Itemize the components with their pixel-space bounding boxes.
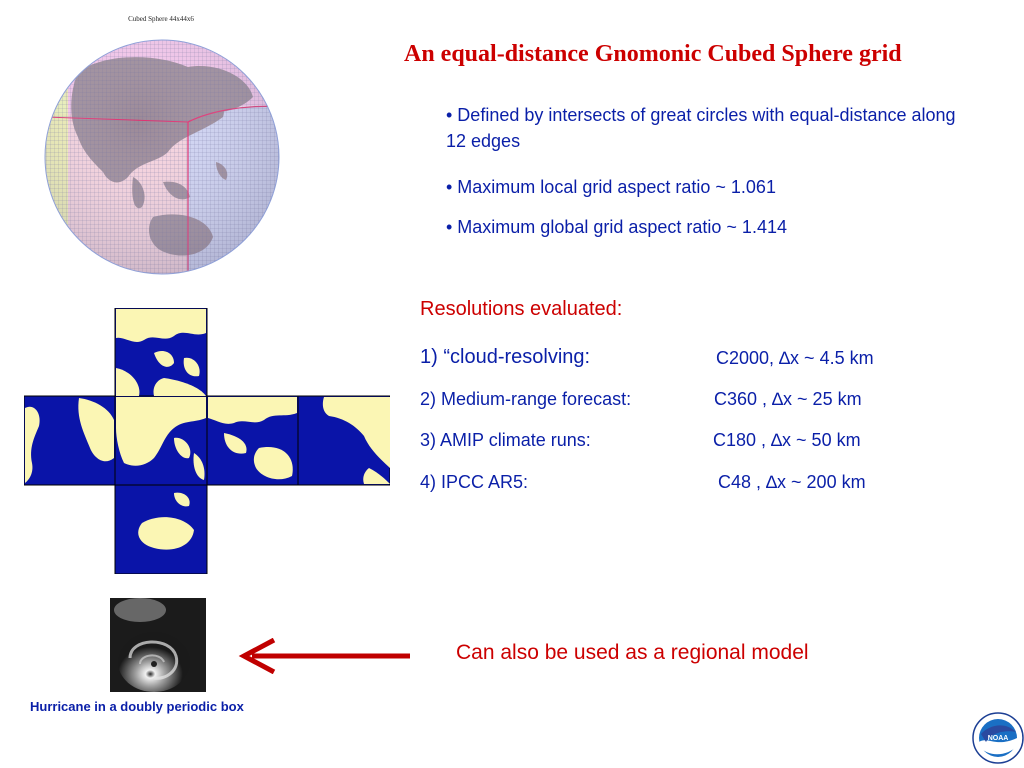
- resolution-value: C360 , ∆x ~ 25 km: [714, 389, 862, 409]
- globe-graphic: [44, 39, 280, 275]
- resolution-name: 4) IPCC AR5:: [420, 472, 529, 492]
- resolution-value: C48 , ∆x ~ 200 km: [718, 472, 866, 492]
- bullet-global-aspect-ratio: • Maximum global grid aspect ratio ~ 1.4…: [446, 217, 787, 237]
- resolution-value: C180 , ∆x ~ 50 km: [713, 430, 861, 450]
- hurricane-caption: Hurricane in a doubly periodic box: [30, 699, 244, 714]
- slide-title: An equal-distance Gnomonic Cubed Sphere …: [404, 41, 902, 67]
- resolution-name: 2) Medium-range forecast:: [420, 389, 632, 409]
- resolution-value: C2000, ∆x ~ 4.5 km: [716, 348, 874, 368]
- hurricane-image: [110, 598, 206, 692]
- noaa-logo-icon: NOAA: [972, 712, 1024, 764]
- bullet-local-aspect-ratio: • Maximum local grid aspect ratio ~ 1.06…: [446, 177, 776, 197]
- left-arrow-icon: [238, 638, 410, 674]
- noaa-logo-text: NOAA: [988, 735, 1009, 742]
- resolution-name: 3) AMIP climate runs:: [420, 430, 591, 450]
- bullet-definition: • Defined by intersects of great circles…: [446, 105, 956, 151]
- resolutions-heading: Resolutions evaluated:: [420, 298, 623, 320]
- cubed-sphere-globe-image: Cubed Sphere 44x44x6: [38, 12, 284, 280]
- globe-title: Cubed Sphere 44x44x6: [128, 15, 194, 23]
- resolution-name: 1) “cloud-resolving:: [420, 346, 591, 368]
- continents: [25, 309, 390, 550]
- regional-model-note: Can also be used as a regional model: [456, 641, 809, 664]
- cubed-sphere-face-map: [24, 308, 390, 574]
